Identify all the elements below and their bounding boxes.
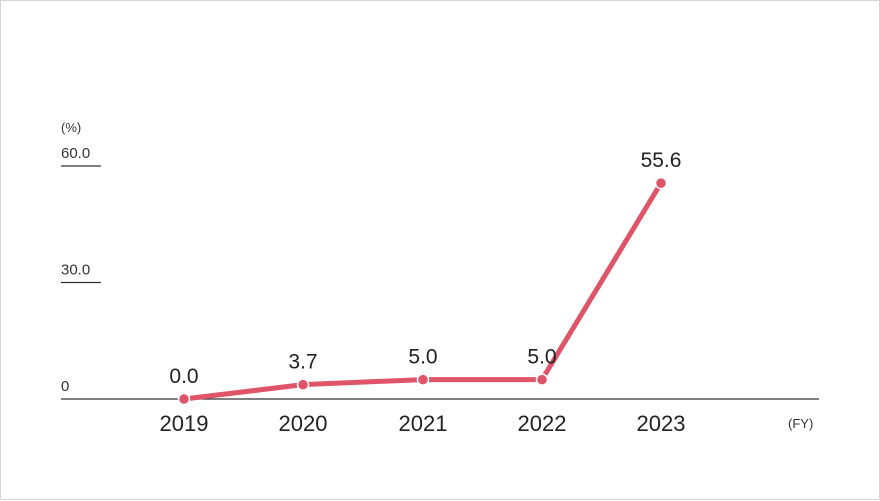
data-label: 0.0 — [169, 365, 198, 388]
data-label: 5.0 — [408, 346, 437, 369]
x-tick-label: 2022 — [518, 411, 567, 436]
data-point — [296, 378, 310, 391]
y-tick-label: 30.0 — [61, 262, 90, 279]
data-label: 55.6 — [641, 149, 682, 172]
data-point — [416, 373, 430, 386]
data-point — [535, 373, 549, 386]
data-labels: 0.0 3.7 5.0 5.0 55.6 — [169, 149, 681, 388]
data-points — [177, 176, 668, 406]
y-tick-label: 0 — [61, 378, 69, 395]
data-point — [177, 392, 191, 406]
data-point — [654, 176, 668, 190]
x-axis-ticks: 2019 2020 2021 2022 2023 — [160, 411, 686, 436]
x-axis-unit: (FY) — [788, 416, 813, 431]
data-label: 3.7 — [288, 351, 317, 374]
data-label: 5.0 — [527, 346, 556, 369]
x-tick-label: 2020 — [279, 411, 328, 436]
y-axis-unit: (%) — [61, 120, 81, 135]
y-tick-label: 60.0 — [61, 145, 90, 162]
y-axis-ticks: 0 30.0 60.0 — [61, 145, 101, 395]
x-tick-label: 2021 — [399, 411, 448, 436]
x-tick-label: 2019 — [160, 411, 209, 436]
x-tick-label: 2023 — [637, 411, 686, 436]
